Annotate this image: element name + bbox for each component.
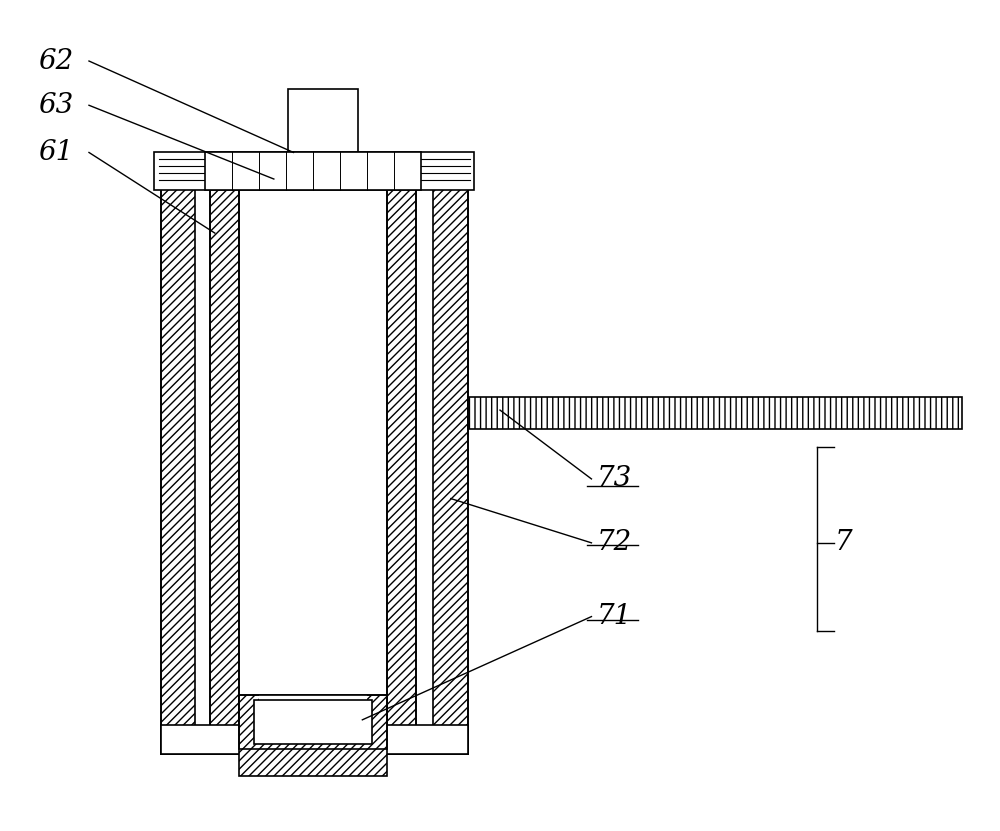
Text: 7: 7 <box>834 529 852 556</box>
Text: 73: 73 <box>596 465 632 493</box>
Text: 71: 71 <box>596 603 632 630</box>
Text: 61: 61 <box>38 139 73 166</box>
Bar <box>239 696 387 776</box>
Text: 63: 63 <box>38 91 73 119</box>
Text: 62: 62 <box>38 47 73 75</box>
Bar <box>254 701 372 745</box>
Bar <box>210 160 416 755</box>
Bar <box>161 160 468 755</box>
Text: 72: 72 <box>596 529 632 556</box>
Bar <box>288 89 358 152</box>
Bar <box>239 160 387 755</box>
Bar <box>259 696 367 740</box>
Bar <box>468 397 962 429</box>
Bar <box>205 152 421 189</box>
Bar <box>161 725 468 755</box>
Bar <box>154 152 474 189</box>
Bar <box>239 189 387 755</box>
Bar <box>239 696 387 750</box>
Bar <box>195 160 433 755</box>
